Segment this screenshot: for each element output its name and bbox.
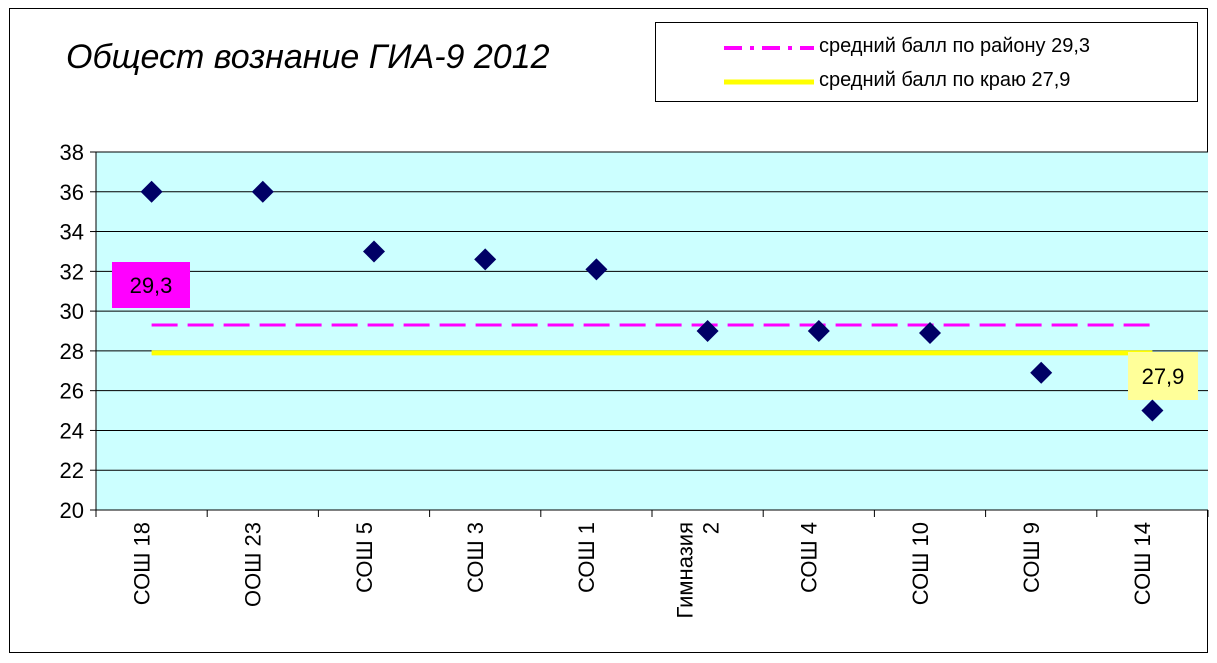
x-tick-label: СОШ 18	[129, 522, 154, 605]
x-tick-label: СОШ 10	[908, 522, 933, 605]
legend-label-region: средний балл по краю 27,9	[819, 69, 1071, 91]
data-point	[585, 258, 608, 281]
legend-swatch-district	[724, 46, 814, 50]
data-point	[363, 240, 385, 263]
data-point	[696, 320, 719, 342]
x-tick-label: ООШ 23	[241, 522, 266, 607]
y-tick-label: 38	[60, 140, 84, 165]
chart-title: Общест вознание ГИА-9 2012	[66, 38, 550, 76]
y-tick-label: 20	[60, 498, 84, 523]
reference-label-region: 27,9	[1142, 364, 1185, 389]
x-tick-label: СОШ 4	[797, 522, 822, 593]
y-tick-label: 26	[60, 379, 84, 404]
y-tick-label: 32	[60, 259, 84, 284]
data-point	[1030, 361, 1053, 384]
data-point	[140, 180, 163, 203]
x-tick-label: СОШ 14	[1130, 522, 1155, 605]
data-point	[919, 321, 941, 344]
data-point	[251, 180, 274, 203]
legend-swatch-region	[724, 79, 814, 85]
y-tick-label: 22	[60, 458, 84, 483]
y-tick-label: 28	[60, 339, 84, 364]
x-tick-label: СОШ 9	[1019, 522, 1044, 593]
y-tick-label: 36	[60, 180, 84, 205]
reference-label-box-district	[112, 262, 190, 308]
legend-item-district: средний балл по району 29,3	[656, 31, 1197, 65]
x-tick-label: СОШ 3	[463, 522, 488, 593]
reference-label-box-region	[1128, 352, 1198, 400]
x-tick-label: СОШ 1	[574, 522, 599, 593]
legend-item-region: средний балл по краю 27,9	[656, 65, 1197, 99]
legend-label-district: средний балл по району 29,3	[819, 35, 1091, 57]
data-point	[807, 320, 830, 342]
y-tick-label: 34	[60, 220, 84, 245]
reference-label-district: 29,3	[130, 273, 173, 298]
y-tick-label: 24	[60, 418, 84, 443]
y-tick-label: 30	[60, 299, 84, 324]
x-tick-label: Гимназия	[672, 522, 697, 619]
x-tick-label: СОШ 5	[352, 522, 377, 593]
legend: средний балл по району 29,3 средний балл…	[655, 22, 1198, 102]
plot-area	[96, 152, 1208, 510]
data-point	[1141, 399, 1164, 422]
data-point	[474, 248, 497, 271]
x-tick-label: 2	[698, 522, 723, 534]
